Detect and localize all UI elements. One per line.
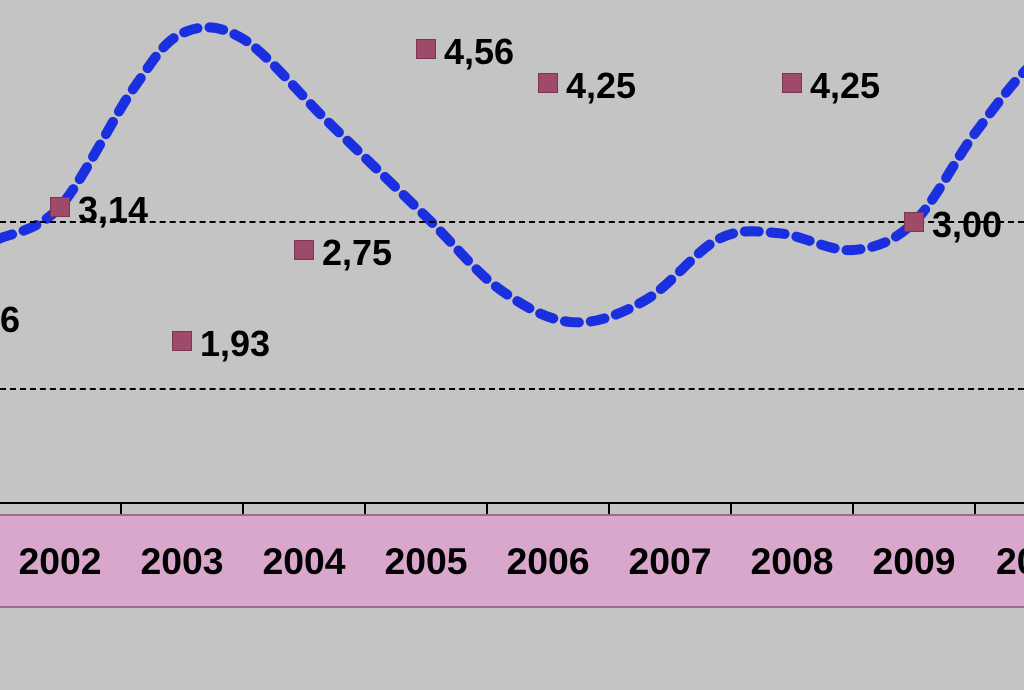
x-axis-label: 2007	[628, 540, 711, 583]
x-axis-label: 2004	[262, 540, 345, 583]
x-axis-label: 2002	[18, 540, 101, 583]
data-label: 3,00	[932, 204, 1002, 246]
x-axis-label: 2003	[140, 540, 223, 583]
gridline	[0, 221, 1024, 223]
x-axis-label: 201	[996, 540, 1024, 583]
x-axis-line	[0, 502, 1024, 504]
data-label: 4,25	[810, 65, 880, 107]
x-axis-label: 2006	[506, 540, 589, 583]
data-label: 4,56	[444, 31, 514, 73]
data-label: 3,14	[78, 189, 148, 231]
data-marker	[782, 73, 802, 93]
data-label: 4,25	[566, 65, 636, 107]
data-marker	[50, 197, 70, 217]
data-marker	[172, 331, 192, 351]
x-axis-label: 2008	[750, 540, 833, 583]
data-marker	[294, 240, 314, 260]
x-axis-label: 2009	[872, 540, 955, 583]
data-marker	[904, 212, 924, 232]
chart-root: 2002 2003 2004 2005 2006 2007 2008 2009 201 3,14 1…	[0, 0, 1024, 690]
data-label: 2,75	[322, 232, 392, 274]
data-label-clipped: 6	[0, 299, 20, 341]
data-marker	[538, 73, 558, 93]
data-marker	[416, 39, 436, 59]
data-label: 1,93	[200, 323, 270, 365]
x-axis-label: 2005	[384, 540, 467, 583]
gridline	[0, 388, 1024, 390]
